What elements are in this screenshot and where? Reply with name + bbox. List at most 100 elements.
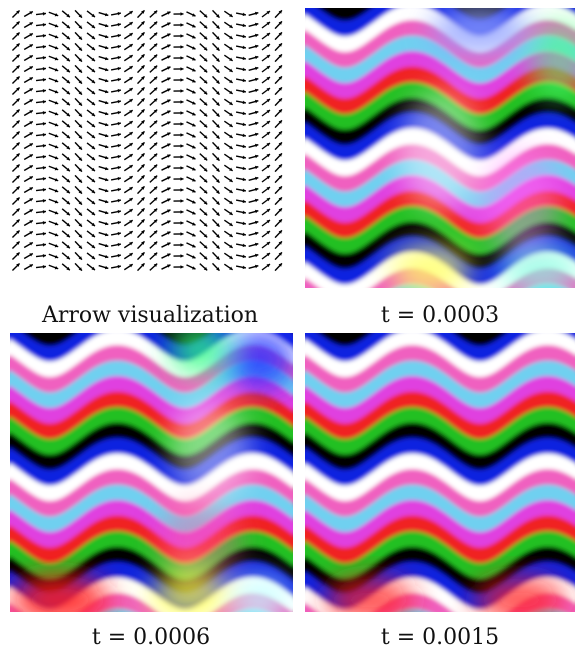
- arrow: [249, 254, 259, 258]
- arrow: [150, 22, 157, 29]
- arrow: [124, 220, 132, 226]
- arrow: [36, 144, 46, 148]
- arrow: [24, 77, 33, 82]
- arrow: [174, 166, 184, 170]
- arrow: [150, 55, 157, 62]
- arrow: [75, 120, 82, 127]
- arrow: [162, 243, 171, 248]
- arrow: [236, 200, 246, 204]
- blob: [400, 90, 480, 210]
- arrow: [87, 176, 95, 182]
- arrow: [249, 133, 259, 137]
- arrow: [49, 177, 58, 181]
- arrow: [24, 165, 33, 170]
- arrow: [62, 44, 70, 50]
- arrow: [111, 166, 121, 170]
- arrow: [75, 175, 82, 182]
- arrow: [36, 111, 46, 115]
- arrow: [12, 219, 19, 226]
- arrow: [138, 164, 145, 171]
- arrow: [62, 165, 70, 171]
- arrow: [99, 167, 109, 171]
- arrow: [236, 90, 246, 94]
- arrow: [24, 55, 33, 60]
- arrow: [200, 77, 207, 84]
- arrow: [124, 264, 132, 270]
- arrow: [75, 208, 82, 215]
- arrow: [162, 100, 171, 105]
- caption: t = 0.0015: [381, 625, 499, 650]
- arrow-head: [180, 254, 183, 258]
- arrow: [236, 24, 246, 28]
- arrow: [275, 241, 282, 248]
- arrow: [275, 87, 282, 94]
- arrow: [87, 77, 95, 83]
- arrow: [249, 45, 259, 49]
- arrow: [236, 46, 246, 50]
- arrow: [186, 144, 195, 149]
- arrow: [213, 230, 220, 237]
- blob: [500, 245, 579, 295]
- arrow: [12, 230, 19, 237]
- arrow: [275, 76, 282, 83]
- arrow: [124, 99, 132, 105]
- arrow: [124, 110, 132, 116]
- arrow: [174, 221, 184, 225]
- arrow: [75, 98, 82, 105]
- arrow: [111, 23, 121, 27]
- arrow: [174, 45, 184, 49]
- arrow: [99, 233, 109, 237]
- arrow: [275, 142, 282, 149]
- arrow: [186, 100, 195, 105]
- arrow: [49, 166, 58, 170]
- arrow: [87, 22, 95, 28]
- arrow: [124, 88, 132, 94]
- arrow-head: [43, 45, 46, 49]
- arrow: [262, 77, 270, 83]
- arrow: [200, 187, 207, 194]
- arrow: [174, 89, 184, 93]
- arrow: [12, 197, 19, 204]
- arrow: [138, 32, 145, 39]
- arrow: [275, 197, 282, 204]
- arrow: [249, 210, 259, 214]
- arrow: [236, 112, 246, 116]
- arrow: [186, 89, 195, 94]
- arrow: [36, 12, 46, 16]
- arrow: [87, 99, 95, 105]
- arrow-head: [180, 210, 183, 214]
- arrow: [36, 221, 46, 225]
- arrow: [36, 177, 46, 181]
- arrow-head: [180, 34, 183, 38]
- arrow: [236, 244, 246, 248]
- arrow-head: [43, 12, 46, 16]
- arrow: [224, 55, 232, 61]
- arrow-head: [180, 199, 183, 203]
- arrow: [62, 11, 70, 17]
- arrow: [262, 242, 270, 248]
- arrow: [200, 253, 207, 260]
- arrow: [49, 265, 58, 269]
- arrow: [200, 143, 207, 150]
- arrow: [75, 109, 82, 116]
- arrow: [162, 166, 171, 171]
- arrow: [111, 210, 121, 214]
- arrow: [49, 67, 58, 71]
- arrow: [124, 22, 132, 28]
- arrow: [62, 121, 70, 127]
- arrow: [150, 77, 157, 84]
- arrow: [213, 21, 220, 28]
- arrow: [162, 155, 171, 160]
- blob: [225, 330, 295, 390]
- arrow: [62, 209, 70, 215]
- arrow: [224, 165, 232, 171]
- arrow: [236, 57, 246, 61]
- arrow: [174, 177, 184, 181]
- arrow: [200, 132, 207, 139]
- arrow: [236, 266, 246, 270]
- arrow: [275, 263, 282, 270]
- arrow: [174, 23, 184, 27]
- arrow: [138, 10, 145, 17]
- arrow: [75, 131, 82, 138]
- arrow: [186, 188, 195, 193]
